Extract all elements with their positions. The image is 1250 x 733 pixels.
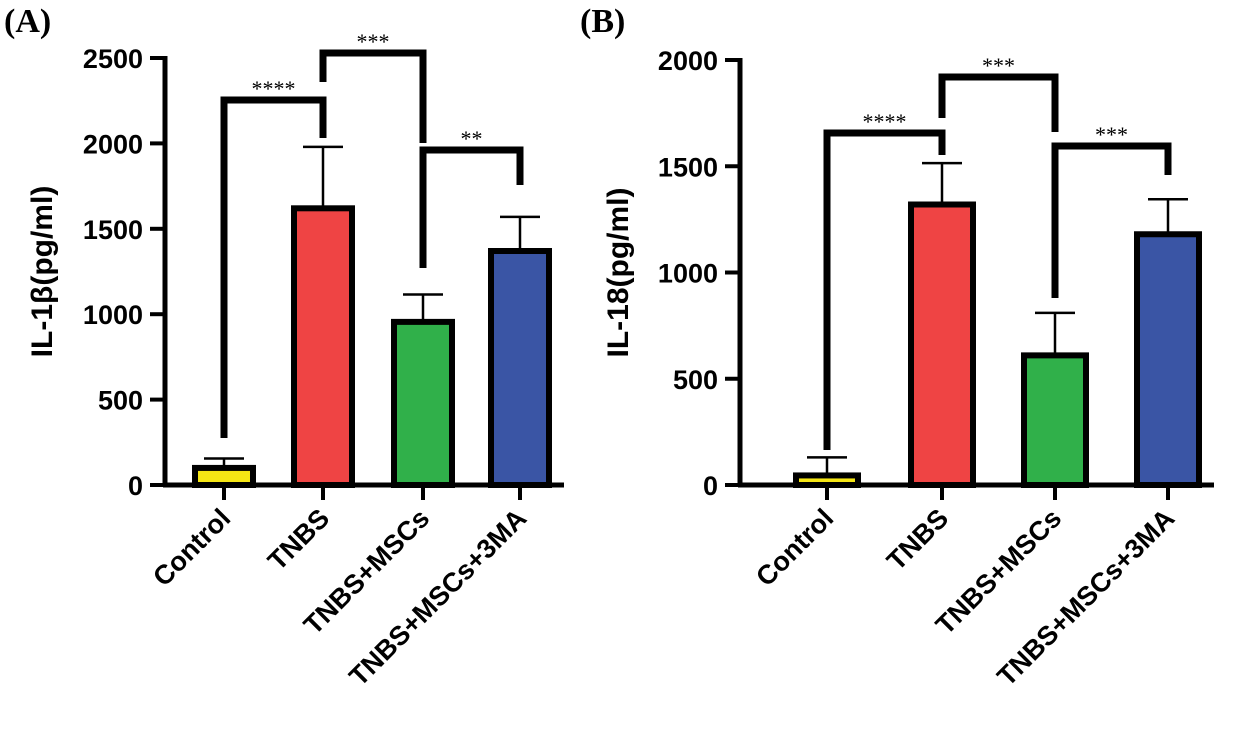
- significance-label: ****: [252, 76, 296, 101]
- bar-control: [192, 464, 256, 489]
- y-tick-label: 1000: [83, 300, 143, 330]
- significance-label: ****: [863, 109, 907, 134]
- bar-tnbs-mscs-3ma: [488, 248, 552, 488]
- y-tick-label: 2000: [658, 46, 718, 76]
- bar-tnbs-mscs: [391, 318, 455, 488]
- bar-tnbs: [908, 201, 976, 488]
- significance-label: ***: [357, 29, 390, 54]
- significance-label: ***: [982, 53, 1015, 78]
- significance-bracket: [938, 73, 1059, 132]
- y-tick-label: 2000: [83, 129, 143, 159]
- x-tick-label: TNBS+MSCs+3MA: [343, 503, 532, 692]
- significance-bracket: [1051, 142, 1172, 298]
- y-tick-label: 0: [703, 471, 718, 501]
- x-tick-label: TNBS: [881, 503, 954, 576]
- panel-label: (B): [580, 3, 625, 40]
- y-axis-label: IL-1β(pg/ml): [26, 186, 59, 358]
- y-axis-label: IL-18(pg/ml): [602, 188, 635, 358]
- x-tick-label: TNBS: [262, 503, 335, 576]
- bar-tnbs-mscs-3ma: [1134, 231, 1202, 488]
- chart-panel-b: (B) IL-18(pg/ml) 0 500 1000 1500 2000 Control TN…: [580, 3, 1214, 692]
- x-tick-label: Control: [147, 503, 236, 592]
- panel-label: (A): [4, 3, 51, 40]
- significance-label: ***: [1095, 122, 1128, 147]
- y-tick-label: 500: [673, 365, 718, 395]
- significance-bracket: [419, 146, 524, 268]
- significance-label: **: [461, 126, 483, 151]
- bar-control: [793, 472, 861, 488]
- significance-bracket: [220, 96, 327, 438]
- x-tick-label: Control: [750, 503, 839, 592]
- y-tick-label: 2500: [83, 44, 143, 74]
- y-tick-label: 1500: [83, 215, 143, 245]
- y-tick-label: 500: [98, 386, 143, 416]
- y-tick-label: 0: [128, 471, 143, 501]
- bar-tnbs-mscs: [1021, 352, 1089, 488]
- y-tick-label: 1000: [658, 259, 718, 289]
- significance-bracket: [823, 129, 946, 450]
- y-tick-label: 1500: [658, 152, 718, 182]
- significance-bracket: [319, 49, 427, 143]
- bar-tnbs: [291, 205, 355, 489]
- chart-panel-a: (A) IL-1β(pg/ml) 0 500 1000 1500 2000 2500 Contr…: [4, 3, 564, 692]
